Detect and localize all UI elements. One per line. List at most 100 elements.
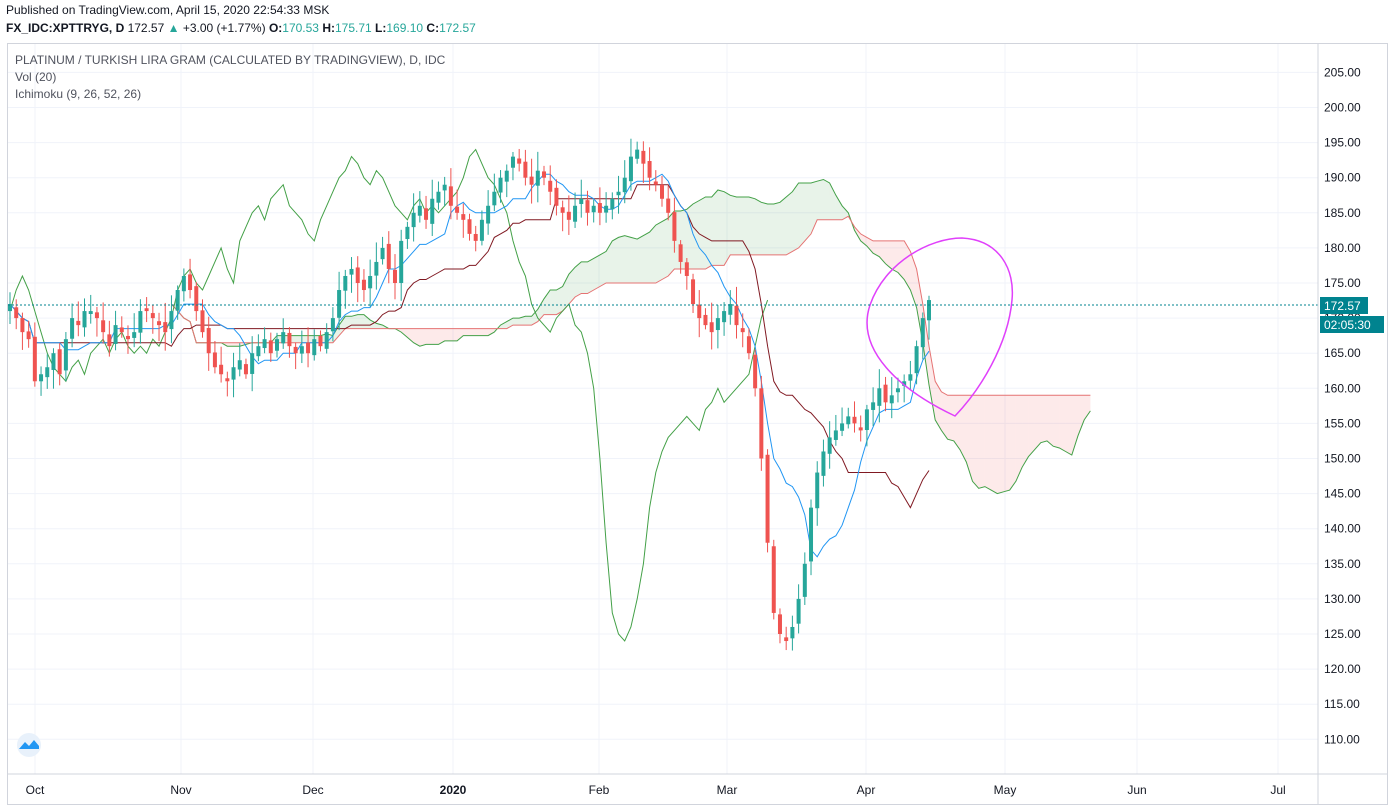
candle <box>486 190 491 235</box>
candle <box>430 179 435 237</box>
candle <box>455 189 460 220</box>
candle <box>138 299 143 344</box>
candle <box>523 149 528 186</box>
symbol-label: FX_IDC:XPTTRYG, D <box>6 21 125 35</box>
candle <box>442 176 447 207</box>
candle <box>635 141 640 164</box>
candle <box>88 294 93 324</box>
close-value: 172.57 <box>439 21 476 35</box>
candle <box>914 340 919 385</box>
candle <box>542 165 547 186</box>
candle <box>883 376 888 412</box>
open-value: 170.53 <box>282 21 319 35</box>
candle <box>908 360 913 391</box>
candle <box>616 175 621 214</box>
low-value: 169.10 <box>386 21 424 35</box>
legend-vol: Vol (20) <box>15 70 56 84</box>
price-tick-label: 120.00 <box>1324 662 1361 676</box>
candle <box>94 306 99 337</box>
time-tick-label: 2020 <box>440 783 467 797</box>
candle <box>560 200 565 232</box>
candle <box>703 308 708 330</box>
annotation-circle[interactable] <box>866 237 1014 417</box>
candle <box>846 407 851 429</box>
candle <box>368 259 373 307</box>
candle <box>8 292 12 324</box>
change-arrow-icon: ▲ <box>167 21 180 35</box>
price-tick-label: 125.00 <box>1324 627 1361 641</box>
candle <box>591 199 596 223</box>
candle <box>784 626 789 651</box>
candle <box>237 343 242 377</box>
price-tick-label: 185.00 <box>1324 206 1361 220</box>
candle <box>181 268 186 302</box>
candle <box>293 342 298 370</box>
candle <box>107 320 112 357</box>
tradingview-logo-icon[interactable] <box>13 732 45 758</box>
candle <box>194 281 199 321</box>
candle <box>504 164 509 198</box>
candle <box>188 258 193 299</box>
time-tick-label: Nov <box>170 783 191 797</box>
candle <box>119 316 124 338</box>
candle <box>312 329 317 361</box>
candle <box>243 358 248 379</box>
candle <box>212 341 217 374</box>
candle <box>113 310 118 351</box>
candle <box>833 414 838 446</box>
candle <box>759 375 764 471</box>
time-axis[interactable]: Oct Nov Dec 2020 Feb Mar Apr May Jun Jul <box>26 783 1286 797</box>
candle <box>902 374 907 403</box>
candle <box>14 299 19 330</box>
grid-lines <box>8 44 1318 774</box>
candle <box>268 332 273 362</box>
candle <box>777 608 782 644</box>
candle <box>436 181 441 210</box>
change-value: +3.00 (+1.77%) <box>182 21 266 35</box>
quote-bar: FX_IDC:XPTTRYG, D 172.57 ▲ +3.00 (+1.77%… <box>6 21 476 35</box>
candle <box>628 138 633 191</box>
senkou-span-a <box>171 178 1091 495</box>
candle <box>256 334 261 362</box>
candle <box>809 499 814 576</box>
candle <box>361 269 366 302</box>
candle <box>895 377 900 403</box>
candle <box>32 322 37 387</box>
time-tick-label: Jun <box>1127 783 1146 797</box>
candle <box>479 210 484 246</box>
candle <box>374 242 379 290</box>
candle <box>51 348 56 389</box>
candle <box>498 170 503 203</box>
candle <box>144 297 149 323</box>
price-tick-label: 145.00 <box>1324 487 1361 501</box>
chikou-span <box>9 148 769 642</box>
candle <box>666 185 671 221</box>
published-line: Published on TradingView.com, April 15, … <box>6 3 330 17</box>
candle <box>573 192 578 228</box>
candle <box>597 187 602 226</box>
candle <box>349 257 354 293</box>
candle <box>622 160 627 204</box>
candle <box>746 328 751 360</box>
candle <box>275 332 280 358</box>
candle <box>815 461 820 526</box>
annotation-ellipse[interactable] <box>866 237 1014 417</box>
candle <box>821 439 826 487</box>
candle <box>566 195 571 235</box>
candle <box>790 615 795 651</box>
candle <box>927 295 931 340</box>
kijun-sen <box>9 184 930 509</box>
candle <box>889 377 894 419</box>
price-axis[interactable]: 205.00 200.00 195.00 190.00 185.00 180.00 175.… <box>1324 65 1361 746</box>
chart-frame[interactable] <box>7 43 1388 805</box>
price-tick-label: 150.00 <box>1324 452 1361 466</box>
candle <box>765 449 770 553</box>
high-label: H: <box>322 21 335 35</box>
candle <box>39 366 44 396</box>
candle <box>63 332 68 382</box>
price-tick-label: 175.00 <box>1324 276 1361 290</box>
time-tick-label: Feb <box>589 783 610 797</box>
candle <box>343 269 348 309</box>
time-tick-label: Mar <box>717 783 738 797</box>
